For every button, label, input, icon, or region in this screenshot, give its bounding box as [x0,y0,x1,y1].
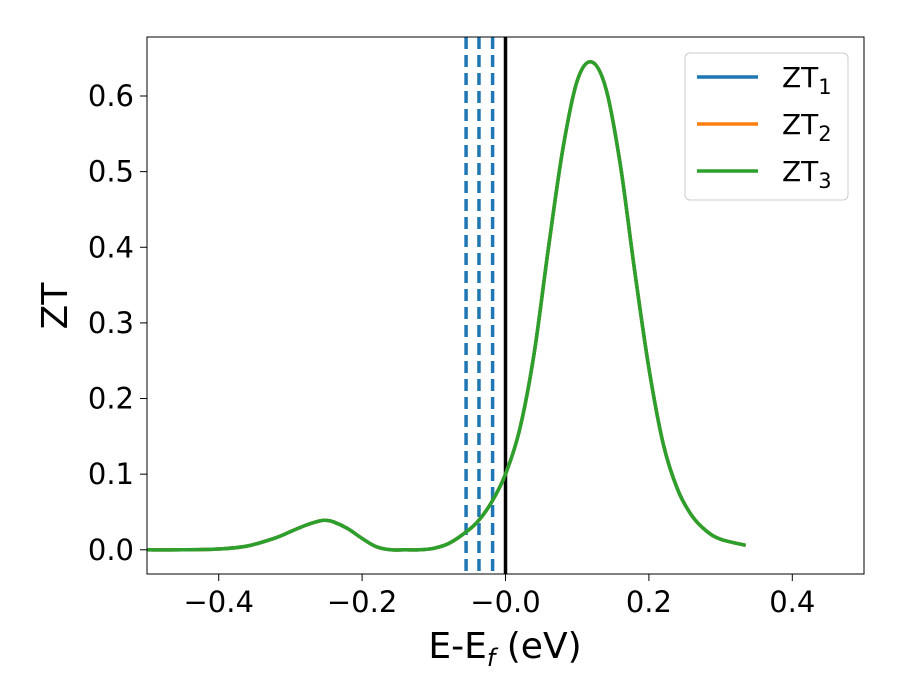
y-tick-label: 0.5 [88,155,134,189]
x-tick-label: 0.4 [769,585,815,619]
x-tick-label: −0.0 [470,585,540,619]
y-tick-label: 0.4 [88,230,134,264]
y-tick-label: 0.2 [88,382,134,416]
x-axis-title-unit: (eV) [495,626,581,667]
x-axis-title-main: E-E [428,626,486,667]
y-tick-label: 0.6 [88,79,134,113]
y-axis-title: ZT [35,282,76,330]
x-tick-label: 0.2 [626,585,672,619]
series-line-zt3 [146,60,747,552]
legend-label-zt1: ZT1 [782,61,832,99]
x-tick-label: −0.4 [183,585,253,619]
y-tick-label: 0.3 [88,306,134,340]
x-axis-title: E-Ef (eV) [428,626,581,672]
legend-label-zt2: ZT2 [782,108,832,146]
x-tick-label: −0.2 [327,585,397,619]
y-tick-label: 0.0 [88,533,134,567]
y-tick-label: 0.1 [88,457,134,491]
legend-box [684,52,849,201]
legend-label-zt3: ZT3 [782,155,832,193]
legend: ZT1 ZT2 ZT3 [684,52,849,201]
